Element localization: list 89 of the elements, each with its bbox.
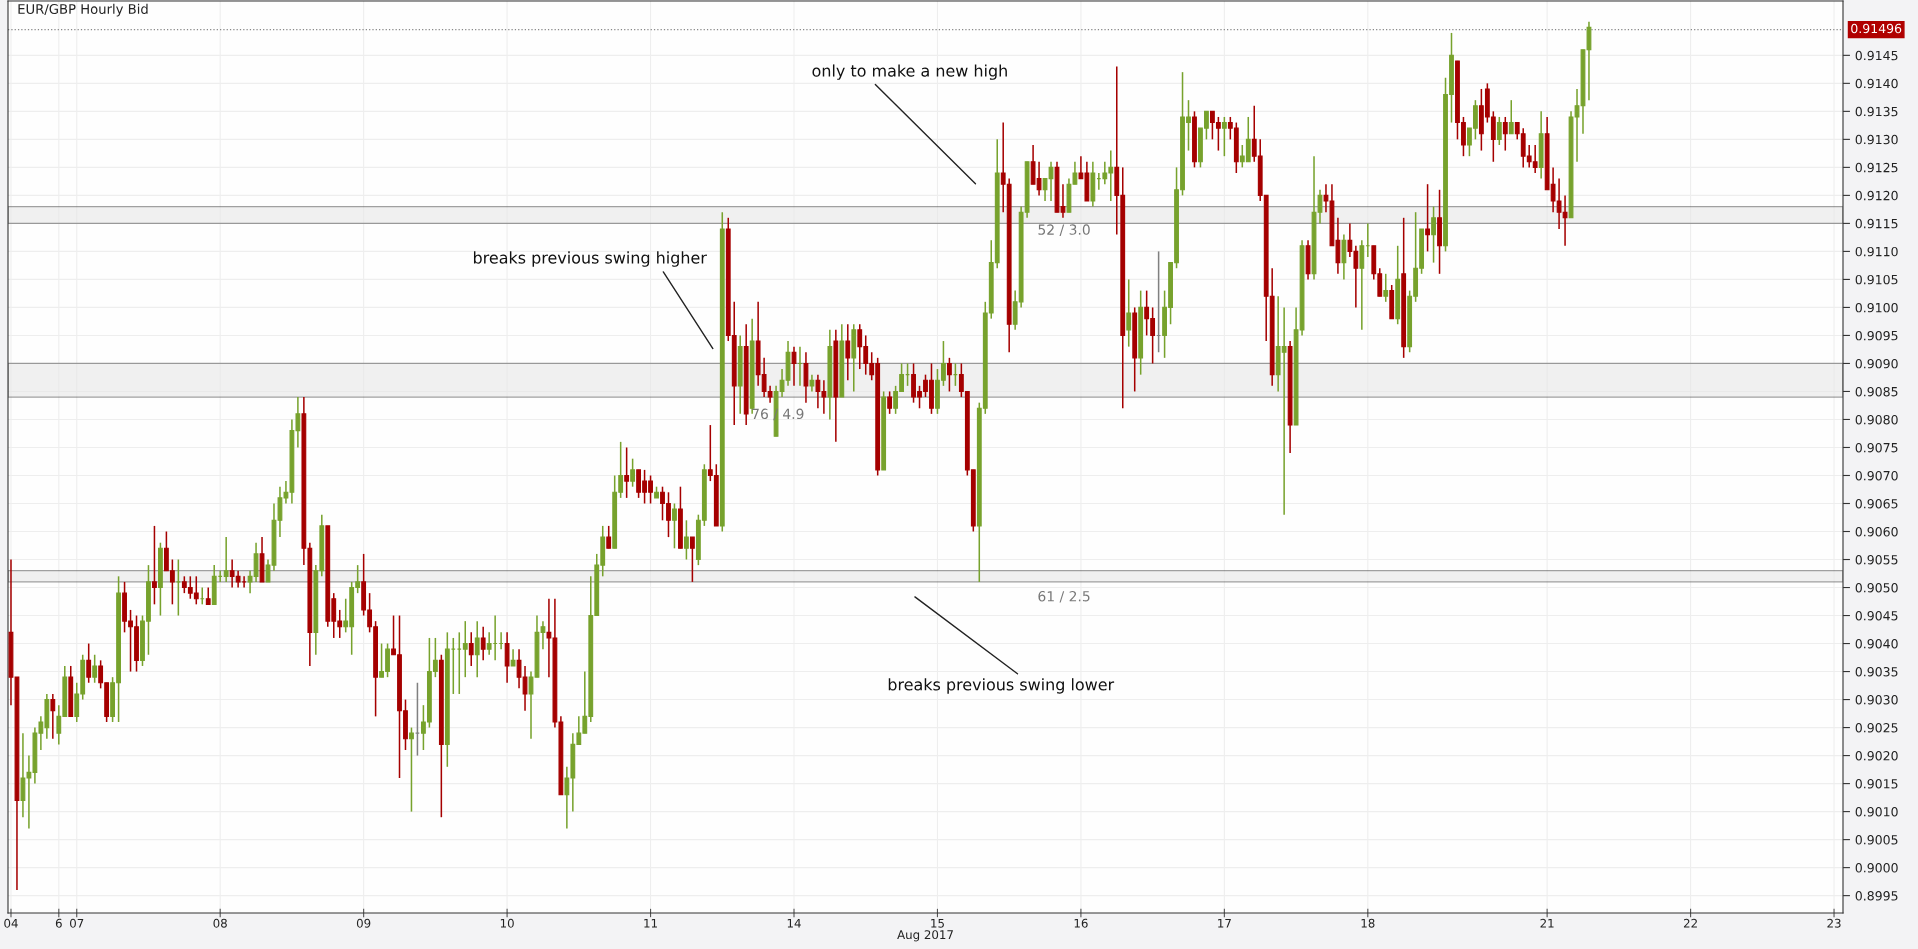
- x-tick-label: 08: [213, 918, 227, 928]
- candlestick: [223, 536, 229, 583]
- y-tick-label: 0.9130: [1855, 134, 1898, 145]
- candlestick: [1508, 99, 1514, 135]
- y-tick-label: 0.9065: [1855, 498, 1898, 509]
- y-tick-label: 0.9070: [1855, 470, 1898, 481]
- y-tick-label: 0.9050: [1855, 583, 1898, 593]
- y-tick-label: 0.9085: [1855, 386, 1898, 397]
- y-tick-label: 0.9110: [1855, 246, 1898, 257]
- x-tick-label: 04: [4, 918, 18, 928]
- x-tick-label: 17: [1218, 918, 1231, 928]
- candlestick: [689, 536, 695, 583]
- x-tick-label: 09: [356, 918, 371, 928]
- candlestick: [474, 620, 480, 678]
- candlestick: [1383, 273, 1389, 303]
- y-tick-label: 0.9075: [1855, 442, 1898, 453]
- candlestick: [803, 351, 809, 404]
- y-tick-label: 0.9035: [1855, 667, 1898, 677]
- candlestick: [672, 502, 677, 550]
- candlestick: [462, 620, 468, 678]
- candlestick: [947, 357, 952, 393]
- candlestick: [86, 642, 92, 684]
- candlestick: [92, 653, 98, 684]
- y-tick-label: 0.9000: [1855, 863, 1898, 873]
- y-tick-label: 0.9095: [1855, 330, 1898, 341]
- y-tick-label: 0.9115: [1855, 218, 1898, 229]
- y-tick-label: 0.9105: [1855, 274, 1898, 285]
- candlestick: [630, 457, 636, 488]
- y-tick-label: 0.9135: [1855, 106, 1898, 117]
- annotation: 52 / 3.0: [1038, 224, 1090, 236]
- y-tick-label: 0.9120: [1855, 190, 1898, 201]
- candlestick: [468, 631, 474, 667]
- x-tick-label: 07: [70, 918, 84, 928]
- y-tick-label: 0.9010: [1855, 807, 1898, 817]
- y-tick-label: 0.9125: [1855, 162, 1898, 173]
- candlestick: [1425, 183, 1430, 253]
- ref-line-label: 0.91496: [1851, 23, 1902, 34]
- annotation: breaks previous swing lower: [888, 678, 1115, 694]
- candlestick: [456, 631, 462, 695]
- candlestick: [1502, 116, 1508, 152]
- y-tick-label: 0.9090: [1855, 358, 1898, 369]
- y-tick-label: 0.9005: [1855, 835, 1898, 845]
- candlestick: [845, 323, 851, 382]
- x-tick-label: 15: [931, 918, 944, 928]
- y-tick-label: 0.9015: [1855, 779, 1898, 789]
- x-tick-label: 22: [1683, 918, 1697, 928]
- y-tick-label: 0.9080: [1855, 414, 1898, 425]
- x-tick-label: 14: [787, 918, 801, 928]
- y-tick-label: 0.9020: [1855, 751, 1898, 761]
- candlestick: [152, 525, 157, 606]
- candlestick: [1431, 205, 1436, 264]
- y-tick-label: 0.9140: [1855, 78, 1898, 89]
- y-tick-label: 0.9055: [1855, 554, 1898, 565]
- x-tick-label: 11: [644, 918, 657, 928]
- candlestick: [1126, 278, 1132, 348]
- candlestick: [175, 558, 181, 617]
- annotation: only to make a new high: [812, 64, 1007, 80]
- candlestick: [480, 625, 486, 662]
- x-tick-label: 23: [1827, 918, 1841, 928]
- annotation: 61 / 2.5: [1038, 590, 1090, 603]
- x-tick-label: 18: [1361, 918, 1375, 928]
- candlestick: [504, 631, 510, 684]
- y-tick-label: 0.9145: [1855, 50, 1898, 61]
- annotation: breaks previous swing higher: [473, 251, 707, 267]
- y-tick-label: 0.9025: [1855, 723, 1898, 733]
- candlestick: [50, 693, 56, 740]
- x-tick-label: 21: [1540, 918, 1554, 928]
- y-tick-label: 0.9100: [1855, 302, 1898, 313]
- candlestick: [684, 519, 689, 561]
- candlestick: [409, 726, 414, 813]
- y-tick-label: 0.9030: [1855, 695, 1898, 705]
- y-tick-label: 0.8995: [1855, 891, 1898, 901]
- candlestick: [887, 390, 893, 415]
- candlestick: [791, 345, 797, 387]
- y-tick-label: 0.9040: [1855, 639, 1898, 649]
- candlestick: [606, 525, 612, 550]
- x-tick-label: 16: [1074, 918, 1088, 928]
- annotation: 76 / 4.9: [752, 408, 804, 421]
- y-tick-label: 0.9045: [1855, 611, 1898, 621]
- candlestick: [1359, 239, 1365, 331]
- candlestick: [1496, 116, 1502, 146]
- x-tick-label: 6: [55, 918, 62, 928]
- x-axis-title: Aug 2017: [897, 930, 953, 942]
- x-tick-label: 10: [500, 918, 514, 928]
- candlestick: [1221, 116, 1227, 157]
- candlestick: [624, 446, 630, 499]
- chart-title: EUR/GBP Hourly Bid: [18, 3, 148, 17]
- candlestick: [1341, 233, 1347, 281]
- y-tick-label: 0.9060: [1855, 526, 1898, 537]
